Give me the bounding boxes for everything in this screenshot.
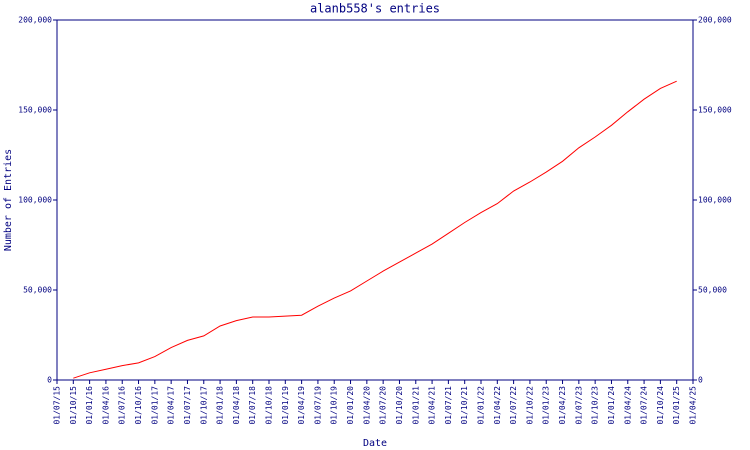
x-tick-label: 01/01/22 — [477, 386, 486, 425]
x-tick-label: 01/04/18 — [232, 386, 241, 425]
x-tick-label: 01/04/23 — [558, 386, 567, 425]
y2-tick-label: 150,000 — [698, 106, 732, 115]
x-tick-label: 01/04/25 — [689, 386, 698, 425]
x-tick-label: 01/10/18 — [265, 386, 274, 425]
x-tick-label: 01/10/15 — [69, 386, 78, 425]
x-tick-label: 01/07/19 — [313, 386, 322, 425]
x-tick-label: 01/01/24 — [607, 386, 616, 425]
x-tick-label: 01/04/21 — [428, 386, 437, 425]
x-tick-label: 01/10/16 — [134, 386, 143, 425]
x-tick-label: 01/07/15 — [53, 386, 62, 425]
x-tick-label: 01/04/24 — [623, 386, 632, 425]
x-tick-label: 01/01/16 — [85, 386, 94, 425]
x-tick-label: 01/01/19 — [281, 386, 290, 425]
x-tick-label: 01/07/17 — [183, 386, 192, 425]
x-tick-label: 01/10/22 — [525, 386, 534, 425]
y2-tick-label: 50,000 — [698, 286, 727, 295]
x-tick-label: 01/07/18 — [248, 386, 257, 425]
x-tick-label: 01/04/19 — [297, 386, 306, 425]
x-tick-label: 01/01/25 — [672, 386, 681, 425]
x-tick-label: 01/01/20 — [346, 386, 355, 425]
x-tick-label: 01/01/21 — [411, 386, 420, 425]
y-tick-label: 200,000 — [18, 16, 52, 25]
y-axis-label: Number of Entries — [3, 149, 14, 251]
x-tick-label: 01/10/21 — [460, 386, 469, 425]
x-tick-label: 01/07/22 — [509, 386, 518, 425]
y2-tick-label: 200,000 — [698, 16, 732, 25]
x-tick-label: 01/01/17 — [150, 386, 159, 425]
x-tick-label: 01/04/17 — [167, 386, 176, 425]
x-axis-label: Date — [363, 438, 387, 449]
x-tick-label: 01/04/16 — [101, 386, 110, 425]
x-tick-label: 01/10/24 — [656, 386, 665, 425]
y-tick-label: 50,000 — [23, 286, 52, 295]
x-tick-label: 01/10/23 — [591, 386, 600, 425]
x-tick-label: 01/04/22 — [493, 386, 502, 425]
x-tick-label: 01/10/19 — [330, 386, 339, 425]
x-tick-label: 01/07/23 — [574, 386, 583, 425]
y-tick-label: 0 — [47, 376, 52, 385]
y-tick-label: 100,000 — [18, 196, 52, 205]
x-tick-label: 01/07/20 — [379, 386, 388, 425]
x-tick-label: 01/01/18 — [216, 386, 225, 425]
y2-tick-label: 0 — [698, 376, 703, 385]
data-line — [73, 80, 677, 379]
x-tick-label: 01/04/20 — [362, 386, 371, 425]
x-tick-label: 01/10/17 — [199, 386, 208, 425]
x-tick-label: 01/01/23 — [542, 386, 551, 425]
x-tick-label: 01/07/24 — [640, 386, 649, 425]
y-tick-label: 150,000 — [18, 106, 52, 115]
x-tick-label: 01/07/21 — [444, 386, 453, 425]
plot-frame — [56, 19, 694, 381]
x-tick-label: 01/07/16 — [118, 386, 127, 425]
x-tick-label: 01/10/20 — [395, 386, 404, 425]
chart-title: alanb558's entries — [310, 2, 440, 16]
y2-tick-label: 100,000 — [698, 196, 732, 205]
